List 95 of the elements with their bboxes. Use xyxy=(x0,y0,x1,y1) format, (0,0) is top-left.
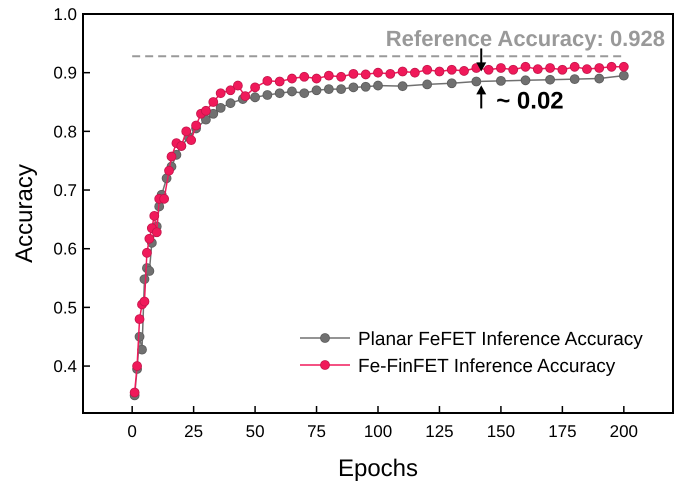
point xyxy=(232,80,243,90)
point xyxy=(446,64,457,75)
point xyxy=(250,82,260,92)
point xyxy=(582,64,592,74)
point xyxy=(152,227,162,238)
y-tick-label: 0.4 xyxy=(53,357,77,376)
point xyxy=(262,90,272,100)
point xyxy=(216,102,226,113)
point xyxy=(299,88,310,98)
point xyxy=(186,135,196,146)
point xyxy=(606,62,616,72)
point xyxy=(250,92,260,102)
point xyxy=(274,76,285,86)
point xyxy=(274,88,285,98)
point xyxy=(336,84,346,94)
point xyxy=(446,78,457,88)
point xyxy=(208,97,218,107)
x-tick-label: 50 xyxy=(246,422,265,441)
point xyxy=(594,74,604,84)
x-axis-title: Epochs xyxy=(338,455,418,482)
point xyxy=(410,68,420,78)
legend-label: Fe-FinFET Inference Accuracy xyxy=(358,356,616,377)
point xyxy=(385,68,396,79)
ref-line-label: Reference Accuracy: 0.928 xyxy=(386,26,665,52)
point xyxy=(191,120,201,130)
point xyxy=(398,66,408,76)
point xyxy=(422,80,432,90)
x-tick-label: 150 xyxy=(486,422,516,441)
point xyxy=(240,91,250,102)
point xyxy=(226,98,236,108)
x-tick-label: 125 xyxy=(425,422,454,441)
x-tick-label: 200 xyxy=(610,422,638,441)
x-tick-label: 0 xyxy=(127,422,137,441)
point xyxy=(471,76,482,86)
point xyxy=(508,64,518,75)
point xyxy=(144,234,154,244)
point xyxy=(336,72,346,82)
point xyxy=(570,62,580,72)
y-axis-title: Accuracy xyxy=(11,164,38,263)
y-tick-label: 0.9 xyxy=(53,64,77,83)
point xyxy=(422,64,432,75)
point xyxy=(287,86,297,96)
point xyxy=(324,84,334,94)
y-tick-label: 0.7 xyxy=(53,181,77,200)
point xyxy=(459,66,469,76)
point xyxy=(594,63,604,73)
point xyxy=(201,106,211,116)
point xyxy=(398,81,408,92)
point xyxy=(360,82,371,92)
point xyxy=(287,74,297,84)
point xyxy=(496,63,506,73)
point xyxy=(324,70,334,81)
point xyxy=(149,210,160,221)
point xyxy=(159,194,170,204)
point xyxy=(520,62,530,72)
point xyxy=(373,68,383,78)
point xyxy=(226,85,236,96)
x-tick-label: 100 xyxy=(364,422,392,441)
x-tick-label: 75 xyxy=(307,422,326,441)
point xyxy=(373,80,383,90)
y-tick-label: 0.6 xyxy=(53,240,77,259)
point xyxy=(496,76,506,86)
point xyxy=(142,248,152,258)
point xyxy=(312,85,322,96)
point xyxy=(360,70,371,80)
point xyxy=(618,62,629,72)
point xyxy=(134,314,144,324)
point xyxy=(299,72,310,82)
y-tick-label: 1.0 xyxy=(53,5,77,24)
point xyxy=(130,388,140,398)
point xyxy=(216,88,226,98)
point xyxy=(434,66,444,76)
point xyxy=(166,152,176,162)
point xyxy=(484,64,494,75)
point xyxy=(532,64,543,74)
point xyxy=(520,75,530,86)
point xyxy=(348,82,358,92)
annotation: ~ 0.02 xyxy=(496,87,564,114)
point xyxy=(164,166,174,176)
point xyxy=(140,296,150,306)
point xyxy=(557,64,568,75)
x-tick-label: 25 xyxy=(184,422,204,441)
point xyxy=(312,74,322,84)
y-tick-label: 0.5 xyxy=(53,298,77,318)
legend-label: Planar FeFET Inference Accuracy xyxy=(358,329,644,350)
point xyxy=(618,70,629,81)
point xyxy=(570,74,580,84)
point xyxy=(262,76,272,86)
point xyxy=(545,74,555,85)
point xyxy=(132,361,142,371)
y-tick-label: 0.8 xyxy=(53,122,77,142)
point xyxy=(348,68,358,79)
point xyxy=(545,63,555,73)
point xyxy=(181,126,192,136)
x-tick-label: 175 xyxy=(548,422,577,441)
